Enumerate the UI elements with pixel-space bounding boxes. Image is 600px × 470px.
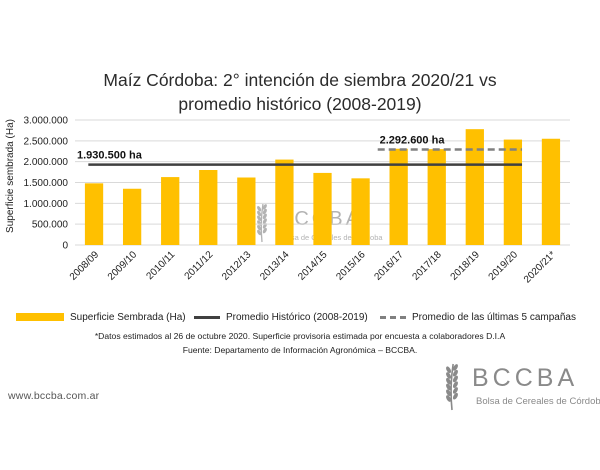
bar-2013/14 bbox=[275, 159, 294, 245]
x-tick-label: 2009/10 bbox=[106, 249, 140, 283]
wheat-grain bbox=[452, 392, 458, 400]
wheat-grain bbox=[452, 369, 458, 377]
website-link[interactable]: www.bccba.com.ar bbox=[8, 390, 100, 402]
x-tick-label: 2014/15 bbox=[296, 249, 330, 283]
bar-2016/17 bbox=[389, 148, 408, 245]
footnote-source: Fuente: Departamento de Información Agro… bbox=[182, 345, 418, 355]
legend-swatch-historic bbox=[194, 315, 220, 319]
legend-label-historic: Promedio Histórico (2008-2019) bbox=[226, 311, 368, 323]
x-tick-label: 2019/20 bbox=[487, 249, 521, 283]
wheat-icon bbox=[446, 363, 458, 411]
wheat-grain bbox=[257, 224, 262, 231]
logo-name: Bolsa de Cereales de Córdoba bbox=[476, 396, 600, 407]
logo-acronym: BCCBA bbox=[472, 364, 578, 392]
legend-item-recent: Promedio de las últimas 5 campañas bbox=[380, 310, 576, 324]
x-tick-label: 2013/14 bbox=[258, 249, 292, 283]
wheat-stem bbox=[450, 363, 454, 411]
x-tick-label: 2010/11 bbox=[144, 249, 177, 282]
legend-item-historic: Promedio Histórico (2008-2019) bbox=[194, 310, 368, 324]
wheat-grain bbox=[257, 205, 262, 212]
footnote-estimate: *Datos estimados al 26 de octubre 2020. … bbox=[94, 331, 506, 341]
y-tick-label: 1.000.000 bbox=[24, 199, 69, 210]
wheat-grain bbox=[446, 395, 452, 402]
y-tick-label: 500.000 bbox=[32, 220, 69, 231]
legend-item-bars: Superficie Sembrada (Ha) bbox=[16, 310, 186, 324]
bar-2011/12 bbox=[199, 170, 218, 245]
wheat-grain bbox=[446, 383, 452, 391]
y-tick-label: 2.000.000 bbox=[24, 157, 69, 168]
y-tick-label: 2.500.000 bbox=[24, 136, 69, 147]
wheat-grain bbox=[262, 218, 267, 224]
legend-label-recent: Promedio de las últimas 5 campañas bbox=[412, 311, 576, 323]
bar-2019/20 bbox=[503, 139, 523, 245]
watermark-name: Bolsa de Cereales de Córdoba bbox=[280, 233, 383, 242]
wheat-grain bbox=[257, 229, 262, 236]
bar-2010/11 bbox=[161, 177, 180, 245]
x-tick-label: 2008/09 bbox=[68, 249, 102, 283]
x-tick-label: 2012/13 bbox=[220, 249, 254, 283]
x-tick-label: 2011/12 bbox=[183, 249, 216, 282]
bar-2018/19 bbox=[465, 129, 484, 245]
y-tick-label: 1.500.000 bbox=[24, 178, 69, 189]
bar-2017/18 bbox=[427, 149, 446, 245]
bar-2012/13 bbox=[237, 177, 256, 245]
wheat-grain bbox=[257, 215, 262, 222]
chart-title-line-1: Maíz Córdoba: 2° intención de siembra 20… bbox=[103, 70, 497, 90]
legend-swatch-bars bbox=[16, 313, 64, 321]
x-tick-label: 2015/16 bbox=[334, 249, 368, 283]
y-tick-label: 3.000.000 bbox=[24, 116, 69, 127]
bccba-logo: BCCBA Bolsa de Cereales de Córdoba bbox=[446, 363, 600, 411]
wheat-grain bbox=[452, 364, 458, 371]
wheat-grain bbox=[452, 381, 458, 389]
bar-2020/21* bbox=[541, 138, 561, 245]
x-tick-label: 2017/18 bbox=[411, 249, 445, 283]
x-tick-label: 2020/21* bbox=[522, 249, 558, 285]
wheat-grain bbox=[446, 372, 452, 379]
wheat-grain bbox=[262, 208, 267, 215]
y-tick-label: 0 bbox=[62, 241, 68, 252]
recent-average-label: 2.292.600 ha bbox=[380, 134, 446, 146]
wheat-grain bbox=[257, 210, 262, 217]
wheat-grain bbox=[262, 227, 267, 234]
chart-title-line-2: promedio histórico (2008-2019) bbox=[178, 94, 422, 114]
wheat-grain bbox=[452, 387, 458, 394]
wheat-grain bbox=[262, 213, 267, 220]
y-axis-label: Superficie sembrada (Ha) bbox=[5, 119, 16, 233]
x-tick-label: 2016/17 bbox=[372, 249, 406, 283]
wheat-grain bbox=[446, 377, 452, 385]
wheat-grain bbox=[262, 204, 267, 210]
bar-2015/16 bbox=[351, 178, 370, 245]
historic-average-label: 1.930.500 ha bbox=[77, 150, 143, 162]
legend-label-bars: Superficie Sembrada (Ha) bbox=[70, 311, 186, 323]
legend-swatch-recent bbox=[380, 315, 406, 319]
wheat-grain bbox=[446, 366, 452, 374]
wheat-grain bbox=[446, 389, 452, 397]
bar-2008/09 bbox=[84, 183, 104, 245]
x-tick-label: 2018/19 bbox=[449, 249, 483, 283]
wheat-stem bbox=[260, 203, 264, 243]
bar-2009/10 bbox=[122, 188, 142, 245]
bar-2014/15 bbox=[313, 172, 332, 245]
wheat-grain bbox=[452, 375, 458, 383]
